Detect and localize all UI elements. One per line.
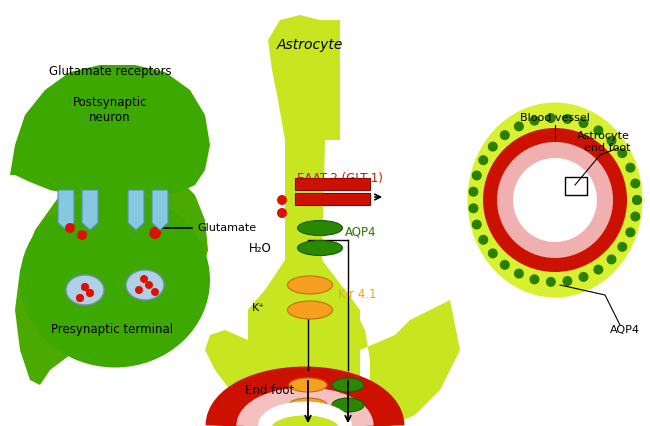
Text: Presynaptic terminal: Presynaptic terminal	[51, 323, 173, 337]
Circle shape	[478, 155, 488, 165]
Circle shape	[472, 219, 482, 230]
Text: End foot: End foot	[246, 383, 294, 397]
Circle shape	[81, 283, 89, 291]
Ellipse shape	[66, 275, 104, 305]
Polygon shape	[85, 195, 135, 210]
Circle shape	[140, 275, 148, 283]
Polygon shape	[15, 165, 208, 385]
Circle shape	[76, 294, 84, 302]
Polygon shape	[128, 190, 144, 230]
Polygon shape	[90, 150, 145, 195]
Ellipse shape	[332, 398, 364, 412]
Circle shape	[578, 272, 588, 282]
Circle shape	[81, 283, 89, 291]
Bar	[295, 193, 370, 205]
Circle shape	[546, 277, 556, 287]
Text: Postsynaptic
neuron: Postsynaptic neuron	[73, 96, 148, 124]
Circle shape	[562, 276, 573, 286]
Circle shape	[618, 242, 627, 252]
Circle shape	[500, 130, 510, 140]
Text: H₂O: H₂O	[249, 242, 272, 254]
Circle shape	[625, 163, 635, 173]
Circle shape	[578, 118, 588, 128]
Circle shape	[65, 223, 75, 233]
Polygon shape	[82, 190, 98, 230]
Polygon shape	[322, 260, 460, 426]
Polygon shape	[10, 65, 210, 195]
Circle shape	[514, 121, 524, 131]
Polygon shape	[58, 190, 74, 230]
Ellipse shape	[20, 193, 210, 368]
Circle shape	[472, 170, 482, 181]
Circle shape	[86, 289, 94, 297]
Text: AQP4: AQP4	[610, 325, 640, 335]
Circle shape	[632, 195, 642, 205]
Circle shape	[135, 286, 143, 294]
Circle shape	[469, 203, 478, 213]
Circle shape	[630, 178, 640, 188]
Text: Glutamate receptors: Glutamate receptors	[49, 66, 172, 78]
Circle shape	[483, 128, 627, 272]
Circle shape	[606, 135, 616, 146]
Bar	[565, 177, 587, 195]
Circle shape	[530, 274, 540, 285]
Circle shape	[149, 227, 161, 239]
Circle shape	[151, 288, 159, 296]
Ellipse shape	[332, 378, 364, 392]
Text: K⁺: K⁺	[252, 303, 265, 313]
Circle shape	[469, 187, 478, 197]
Circle shape	[514, 269, 524, 279]
Polygon shape	[152, 190, 168, 230]
Ellipse shape	[289, 378, 327, 392]
Polygon shape	[205, 260, 285, 426]
Text: Kir 4.1: Kir 4.1	[338, 288, 376, 302]
Text: EAAT-2 (GLT-1): EAAT-2 (GLT-1)	[297, 172, 383, 185]
Text: Astrocyte
end foot: Astrocyte end foot	[577, 131, 630, 153]
Text: Blood vessel: Blood vessel	[520, 113, 590, 123]
Circle shape	[625, 227, 635, 237]
Text: AQP4: AQP4	[345, 225, 376, 239]
Circle shape	[562, 114, 573, 124]
Ellipse shape	[287, 276, 333, 294]
Circle shape	[478, 235, 488, 245]
Circle shape	[76, 294, 84, 302]
Ellipse shape	[287, 301, 333, 319]
Ellipse shape	[289, 398, 327, 412]
Circle shape	[500, 260, 510, 270]
Circle shape	[77, 230, 87, 240]
Text: Astrocyte: Astrocyte	[277, 38, 343, 52]
Circle shape	[497, 142, 613, 258]
Ellipse shape	[298, 221, 343, 236]
Circle shape	[488, 141, 498, 152]
Circle shape	[632, 195, 642, 205]
Ellipse shape	[126, 270, 164, 300]
Circle shape	[546, 113, 556, 123]
Circle shape	[618, 148, 627, 158]
Polygon shape	[248, 15, 360, 426]
Circle shape	[513, 158, 597, 242]
Circle shape	[277, 208, 287, 218]
Circle shape	[530, 115, 540, 126]
Circle shape	[593, 265, 603, 275]
Ellipse shape	[298, 241, 343, 256]
Circle shape	[86, 289, 94, 297]
Circle shape	[145, 281, 153, 289]
Ellipse shape	[467, 103, 642, 297]
Circle shape	[630, 211, 640, 222]
Circle shape	[154, 209, 166, 221]
Text: Glutamate: Glutamate	[197, 223, 256, 233]
Circle shape	[277, 195, 287, 205]
Circle shape	[488, 248, 498, 259]
Circle shape	[593, 125, 603, 135]
Polygon shape	[285, 20, 340, 140]
Bar	[295, 178, 370, 190]
Circle shape	[606, 254, 616, 265]
